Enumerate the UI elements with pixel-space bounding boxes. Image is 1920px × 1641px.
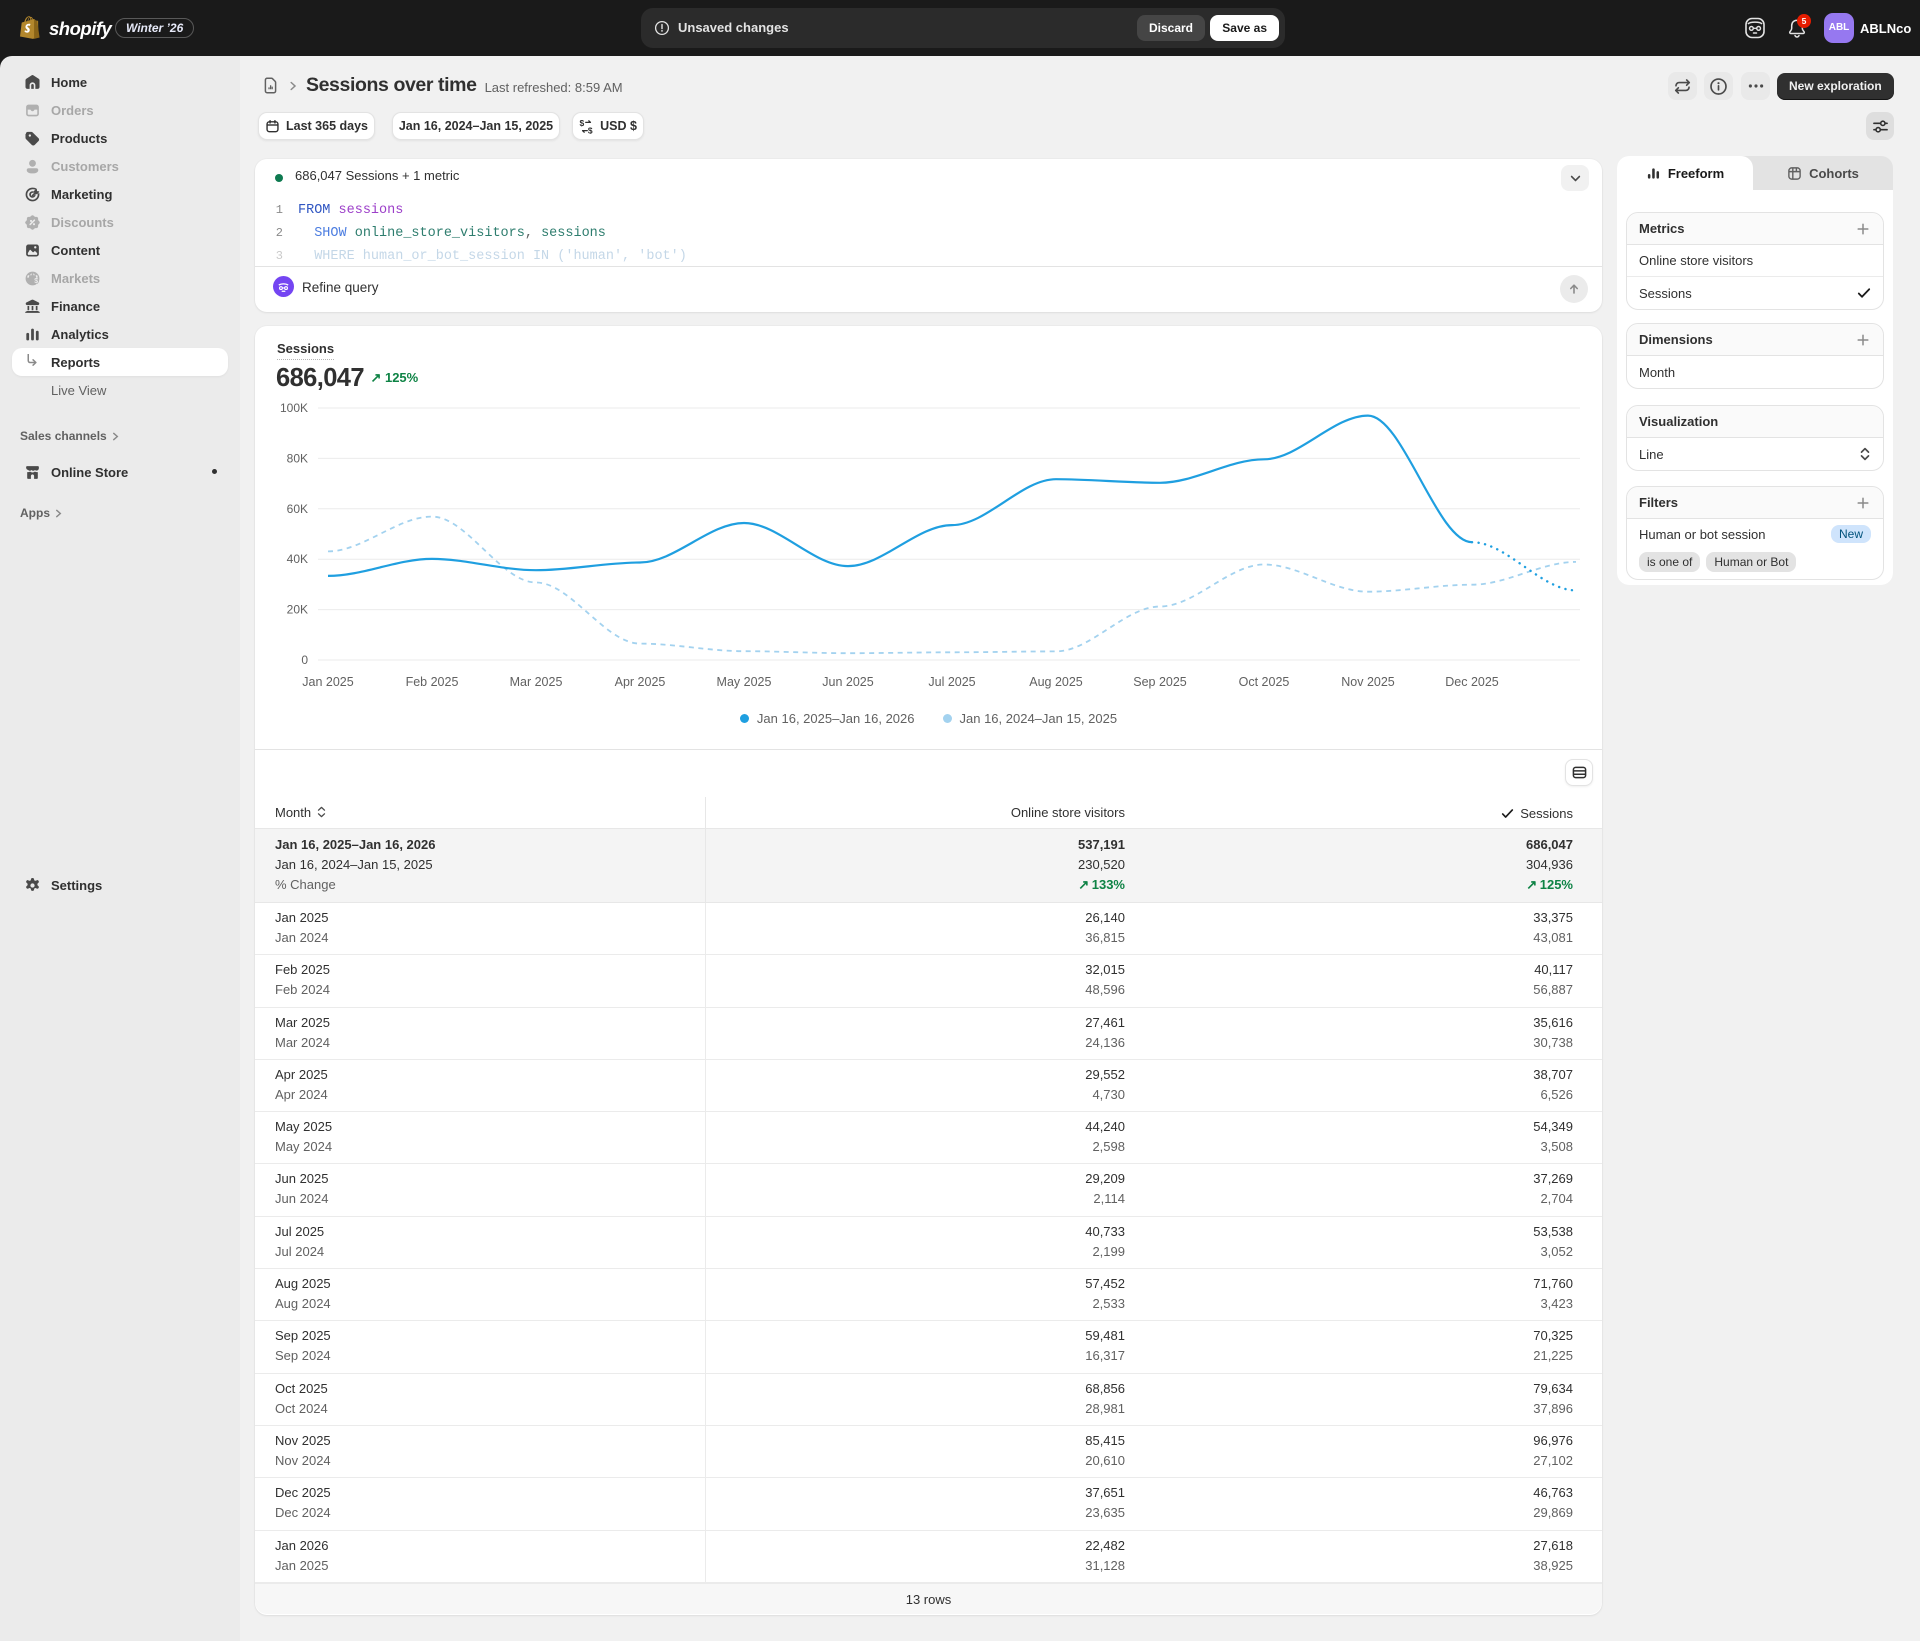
svg-text:$: $	[588, 125, 593, 133]
svg-text:60K: 60K	[287, 502, 308, 516]
svg-text:40K: 40K	[287, 552, 308, 566]
svg-text:100K: 100K	[280, 401, 308, 415]
svg-text:$: $	[34, 278, 38, 285]
svg-text:0: 0	[301, 653, 308, 667]
svg-text:80K: 80K	[287, 451, 308, 465]
svg-text:20K: 20K	[287, 603, 308, 617]
svg-text:$: $	[580, 119, 585, 128]
